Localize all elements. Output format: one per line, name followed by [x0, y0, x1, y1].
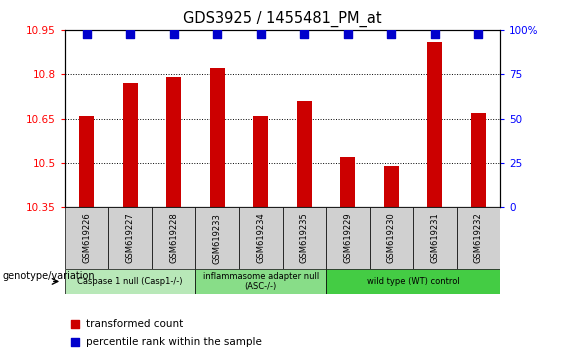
Bar [297, 101, 312, 207]
Point [169, 31, 178, 36]
Text: transformed count: transformed count [86, 319, 184, 329]
Text: GSM619228: GSM619228 [170, 213, 178, 263]
Bar [79, 116, 94, 207]
Bar [427, 42, 442, 207]
Bar [413, 207, 457, 269]
Text: GSM619227: GSM619227 [126, 213, 134, 263]
Text: GSM619233: GSM619233 [213, 213, 221, 263]
Bar [65, 269, 195, 294]
Text: GSM619232: GSM619232 [474, 213, 483, 263]
Bar [195, 269, 326, 294]
Point [70, 339, 79, 344]
Text: Caspase 1 null (Casp1-/-): Caspase 1 null (Casp1-/-) [77, 277, 183, 286]
Bar [195, 207, 239, 269]
Text: GSM619235: GSM619235 [300, 213, 308, 263]
Text: GSM619226: GSM619226 [82, 213, 91, 263]
Bar [123, 83, 138, 207]
Text: GSM619234: GSM619234 [257, 213, 265, 263]
Text: inflammasome adapter null
(ASC-/-): inflammasome adapter null (ASC-/-) [203, 272, 319, 291]
Point [125, 31, 134, 36]
Bar [326, 269, 500, 294]
Text: GSM619229: GSM619229 [344, 213, 352, 263]
Point [70, 321, 79, 327]
Bar [457, 207, 500, 269]
Point [82, 31, 92, 36]
Text: GDS3925 / 1455481_PM_at: GDS3925 / 1455481_PM_at [183, 11, 382, 27]
Point [299, 31, 308, 36]
Bar [152, 207, 195, 269]
Point [212, 31, 221, 36]
Bar [340, 157, 355, 207]
Text: GSM619231: GSM619231 [431, 213, 439, 263]
Text: GSM619230: GSM619230 [387, 213, 396, 263]
Text: wild type (WT) control: wild type (WT) control [367, 277, 459, 286]
Point [430, 31, 439, 36]
Bar [326, 207, 370, 269]
Text: genotype/variation: genotype/variation [3, 271, 95, 281]
Bar [384, 166, 399, 207]
Bar [108, 207, 152, 269]
Bar [65, 207, 108, 269]
Bar [471, 113, 486, 207]
Bar [282, 207, 326, 269]
Bar [210, 68, 225, 207]
Point [256, 31, 265, 36]
Point [386, 31, 396, 36]
Point [343, 31, 352, 36]
Text: percentile rank within the sample: percentile rank within the sample [86, 337, 262, 347]
Point [473, 31, 483, 36]
Bar [253, 116, 268, 207]
Bar [370, 207, 413, 269]
Bar [239, 207, 282, 269]
Bar [166, 77, 181, 207]
